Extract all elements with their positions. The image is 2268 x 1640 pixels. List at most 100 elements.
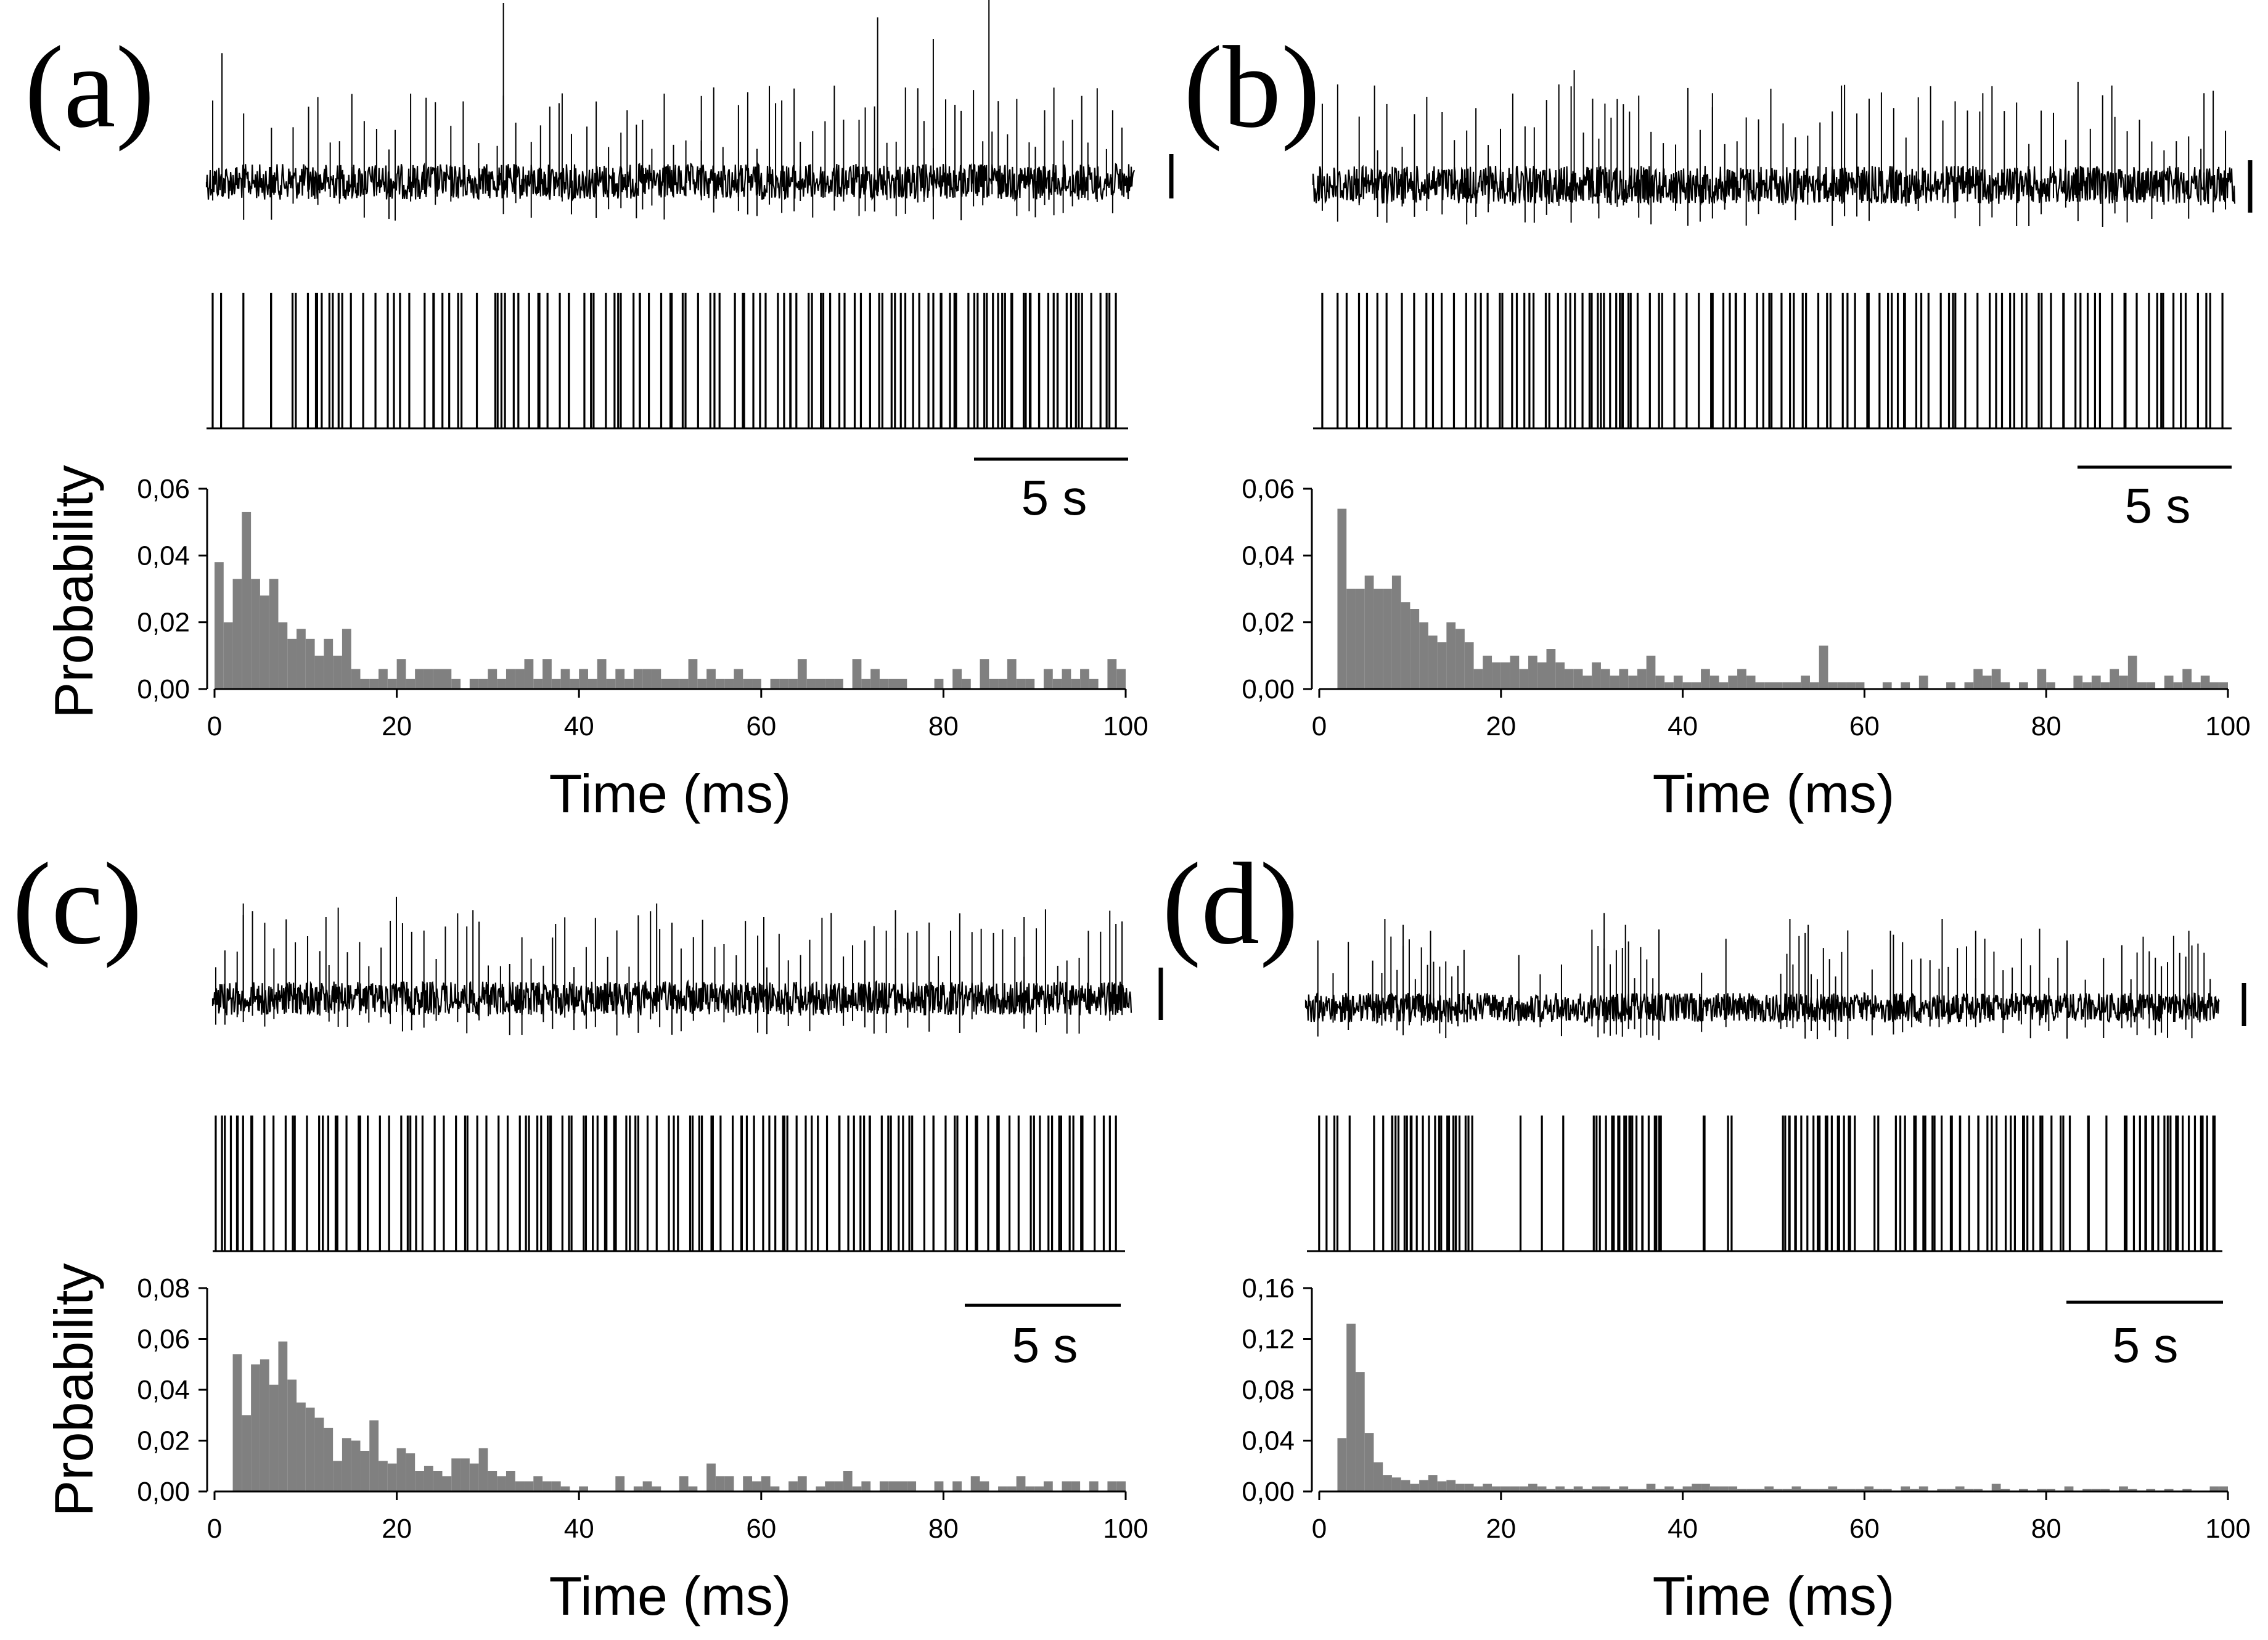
histogram-bar [715, 1476, 725, 1491]
histogram-bar [1564, 669, 1574, 689]
histogram-bar [2110, 669, 2119, 689]
histogram-bar [1337, 508, 1347, 689]
histogram-bar [1473, 669, 1483, 689]
histogram-bar [1107, 1481, 1117, 1491]
histogram-bar [1673, 1488, 1683, 1491]
histogram-bar [1774, 682, 1783, 689]
histogram-bar [1719, 1486, 1729, 1491]
histogram-bar [1728, 1486, 1738, 1491]
x-tick-label: 100 [1103, 711, 1148, 741]
histogram-bar [779, 679, 789, 689]
histogram-bar [770, 679, 780, 689]
histogram-bar [1555, 662, 1565, 689]
histogram-bar [1464, 642, 1474, 689]
histogram-bar [269, 1384, 279, 1491]
histogram-bar [1855, 1488, 1865, 1491]
histogram-bar [788, 1481, 798, 1491]
histogram-bar [1043, 669, 1053, 689]
histogram-bar [1071, 1481, 1081, 1491]
histogram-bar [2018, 682, 2028, 689]
y-tick-label: 0,00 [137, 674, 190, 704]
x-tick-label: 100 [2205, 711, 2250, 741]
histogram-bar [1901, 1486, 1910, 1491]
histogram-bar [1682, 682, 1692, 689]
histogram-bar [223, 622, 233, 689]
histogram-bar [1510, 1486, 1520, 1491]
histogram-bar [469, 679, 479, 689]
histogram-bar [2091, 675, 2101, 689]
histogram-bar [752, 679, 761, 689]
histogram-bar [1801, 675, 1810, 689]
histogram-bar [980, 659, 989, 689]
histogram-bar [670, 679, 679, 689]
histogram-bar [970, 1476, 980, 1491]
histogram-bar [1364, 575, 1374, 689]
histogram-bar [980, 1481, 989, 1491]
histogram-bar [2137, 682, 2147, 689]
histogram-bar [396, 659, 406, 689]
y-tick-label: 0,00 [1242, 1477, 1295, 1507]
histogram-bar [1692, 682, 1701, 689]
histogram-bar [1043, 1481, 1053, 1491]
histogram-bar [524, 659, 534, 689]
histogram-bar [533, 1476, 543, 1491]
histogram-bar [1918, 1486, 1928, 1491]
histogram-bar [1107, 659, 1117, 689]
histogram-bar [843, 1471, 853, 1491]
histogram-bar [2219, 1486, 2228, 1491]
histogram-bar [469, 1463, 479, 1491]
voltage-trace-noise [205, 161, 1136, 202]
histogram-bar [1664, 682, 1674, 689]
x-axis-label: Time (ms) [549, 763, 792, 824]
histogram-bar [1964, 682, 1974, 689]
histogram-bar [1052, 679, 1062, 689]
histogram-bar [688, 659, 698, 689]
histogram-bar [2000, 1488, 2010, 1491]
histogram-bar [879, 1481, 889, 1491]
histogram-bar [1701, 669, 1710, 689]
histogram-bar [888, 1481, 898, 1491]
histogram-bar [1819, 645, 1828, 689]
histogram-bar [1791, 682, 1801, 689]
histogram-bar [852, 1486, 862, 1491]
histogram-bar [242, 512, 252, 689]
histogram-bar [424, 1466, 433, 1491]
histogram-bar [232, 579, 242, 689]
histogram-bar [1709, 675, 1719, 689]
histogram-bar [879, 679, 889, 689]
histogram-bar [688, 1486, 698, 1491]
histogram-bar [1080, 669, 1089, 689]
histogram-bar [1383, 1475, 1392, 1491]
histogram-bar [387, 679, 397, 689]
histogram-bar [2127, 1488, 2137, 1491]
histogram-bar [2146, 682, 2156, 689]
histogram-bar [1637, 669, 1647, 689]
histogram-bar [934, 1481, 944, 1491]
histogram-bar [1383, 589, 1392, 689]
histogram-bar [1483, 655, 1492, 689]
x-tick-label: 20 [1486, 711, 1516, 741]
histogram-bar [825, 679, 835, 689]
histogram-bar [1419, 622, 1428, 689]
histogram-bar [870, 669, 880, 689]
histogram-bar [2082, 1488, 2092, 1491]
histogram-bar [606, 679, 616, 689]
x-tick-label: 20 [382, 711, 412, 741]
x-tick-label: 80 [928, 1514, 959, 1544]
histogram-bar [2192, 682, 2201, 689]
histogram-bar [251, 1364, 260, 1491]
histogram-bar [633, 669, 643, 689]
histogram-bar [1519, 1486, 1529, 1491]
histogram-bar [297, 629, 306, 689]
histogram-bar [898, 1481, 907, 1491]
histogram-bar [287, 1379, 297, 1491]
histogram-bar [251, 579, 260, 689]
y-axis-label: Probability [43, 465, 104, 719]
histogram-bar [2000, 682, 2010, 689]
histogram-bar [396, 1448, 406, 1491]
histogram-bar [1537, 662, 1547, 689]
histogram-bar [1062, 669, 1071, 689]
histogram-bar [1682, 1486, 1692, 1491]
histogram-bar [1664, 1486, 1674, 1491]
histogram-bar [478, 679, 488, 689]
